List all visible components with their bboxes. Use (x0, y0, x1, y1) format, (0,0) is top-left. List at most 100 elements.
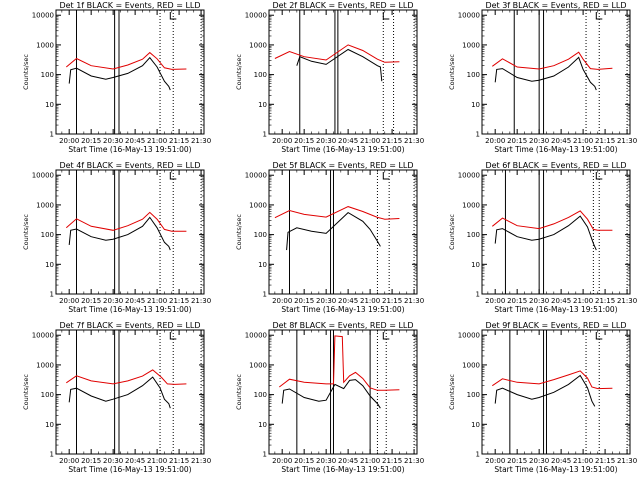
x-tick-label: 20:30 (316, 457, 336, 465)
lld-series-line (278, 335, 400, 391)
x-tick-label: 20:30 (529, 457, 549, 465)
y-axis-label: Counts/sec (235, 214, 243, 250)
panel-det-6: Det 6f BLACK = Events, RED = LLD 1 10 100 10… (448, 161, 637, 314)
x-tick-label: 21:30 (191, 137, 211, 145)
x-axis-label: Start Time (16-May-13 19:51:00) (281, 305, 404, 314)
x-tick-label: 21:30 (617, 137, 637, 145)
y-tick-label: 100 (254, 71, 267, 79)
plot-frame (55, 9, 205, 135)
y-axis-label: Counts/sec (235, 374, 243, 410)
panel-det-4: Det 4f BLACK = Events, RED = LLD 1 10 100 10… (22, 161, 211, 314)
x-tick-label: 21:30 (617, 457, 637, 465)
y-tick-label: 100 (41, 71, 54, 79)
x-tick-label: 20:15 (507, 137, 527, 145)
y-tick-label: 1 (263, 131, 267, 139)
y-tick-label: 1 (50, 291, 54, 299)
x-tick-label: 20:45 (338, 457, 358, 465)
x-tick-label: 20:15 (81, 457, 101, 465)
y-tick-label: 100 (254, 231, 267, 239)
y-tick-label: 10000 (32, 332, 54, 340)
panel-title: Det 6f BLACK = Events, RED = LLD (485, 161, 626, 170)
x-tick-label: 21:30 (617, 297, 637, 305)
y-tick-label: 10000 (32, 172, 54, 180)
bracket-marker (595, 332, 603, 340)
y-tick-label: 1000 (462, 41, 480, 49)
x-tick-label: 20:00 (59, 137, 79, 145)
panel-title: Det 7f BLACK = Events, RED = LLD (59, 321, 200, 330)
y-tick-label: 1 (263, 291, 267, 299)
x-tick-label: 20:15 (507, 457, 527, 465)
x-tick-label: 21:15 (382, 457, 402, 465)
x-tick-label: 20:45 (338, 137, 358, 145)
y-tick-label: 1 (476, 451, 480, 459)
x-tick-label: 20:30 (103, 457, 123, 465)
panel-title: Det 2f BLACK = Events, RED = LLD (272, 1, 413, 10)
x-tick-label: 20:15 (81, 297, 101, 305)
panel-title: Det 4f BLACK = Events, RED = LLD (59, 161, 200, 170)
x-tick-label: 21:00 (360, 137, 380, 145)
x-tick-label: 21:15 (595, 457, 615, 465)
bracket-marker (595, 12, 603, 20)
bracket-marker (382, 332, 390, 340)
x-tick-label: 20:15 (294, 137, 314, 145)
x-axis-label: Start Time (16-May-13 19:51:00) (281, 465, 404, 474)
events-series-line (494, 374, 596, 407)
x-tick-label: 21:30 (191, 457, 211, 465)
y-tick-label: 10 (45, 421, 54, 429)
y-tick-label: 10 (471, 261, 480, 269)
x-tick-label: 21:15 (169, 457, 189, 465)
plot-frame (55, 169, 205, 295)
y-tick-label: 10 (471, 421, 480, 429)
x-tick-label: 21:30 (191, 297, 211, 305)
events-series-line (494, 56, 597, 91)
panel-title: Det 3f BLACK = Events, RED = LLD (485, 1, 626, 10)
y-tick-label: 100 (467, 391, 480, 399)
x-axis-label: Start Time (16-May-13 19:51:00) (68, 305, 191, 314)
events-series-line (281, 379, 381, 409)
x-tick-label: 20:15 (294, 297, 314, 305)
x-tick-label: 20:30 (103, 137, 123, 145)
x-tick-label: 20:45 (125, 137, 145, 145)
panel-det-7: Det 7f BLACK = Events, RED = LLD 1 10 100 10… (22, 321, 211, 474)
x-axis-label: Start Time (16-May-13 19:51:00) (494, 305, 617, 314)
y-tick-label: 1000 (249, 361, 267, 369)
plot-frame (268, 169, 418, 295)
lld-series-line (65, 51, 187, 70)
y-axis-label: Counts/sec (235, 54, 243, 90)
x-tick-label: 20:00 (59, 297, 79, 305)
x-tick-label: 21:00 (360, 297, 380, 305)
y-tick-label: 1 (50, 451, 54, 459)
x-tick-label: 21:00 (573, 457, 593, 465)
lld-series-line (492, 51, 613, 70)
x-tick-label: 20:00 (272, 457, 292, 465)
x-tick-label: 20:00 (485, 457, 505, 465)
x-tick-label: 20:15 (507, 297, 527, 305)
y-tick-label: 10000 (32, 12, 54, 20)
y-tick-label: 10000 (245, 332, 267, 340)
x-tick-label: 21:30 (404, 297, 424, 305)
x-tick-label: 21:15 (382, 297, 402, 305)
y-tick-label: 10 (258, 421, 267, 429)
y-tick-label: 100 (467, 71, 480, 79)
bracket-marker (595, 172, 603, 180)
bracket-marker (169, 332, 177, 340)
x-tick-label: 20:30 (316, 137, 336, 145)
x-tick-label: 21:00 (147, 137, 167, 145)
x-tick-label: 20:00 (59, 457, 79, 465)
y-tick-label: 10 (45, 101, 54, 109)
x-axis-label: Start Time (16-May-13 19:51:00) (494, 465, 617, 474)
y-tick-label: 10 (258, 101, 267, 109)
panel-title: Det 9f BLACK = Events, RED = LLD (485, 321, 626, 330)
lld-series-line (274, 206, 400, 220)
y-tick-label: 1000 (36, 201, 54, 209)
x-tick-label: 20:45 (125, 457, 145, 465)
plot-frame (55, 329, 205, 455)
x-tick-label: 21:00 (147, 457, 167, 465)
x-tick-label: 20:15 (294, 457, 314, 465)
y-axis-label: Counts/sec (22, 54, 30, 90)
x-tick-label: 21:30 (404, 457, 424, 465)
x-tick-label: 21:15 (169, 137, 189, 145)
y-tick-label: 10000 (458, 332, 480, 340)
x-tick-label: 21:00 (147, 297, 167, 305)
